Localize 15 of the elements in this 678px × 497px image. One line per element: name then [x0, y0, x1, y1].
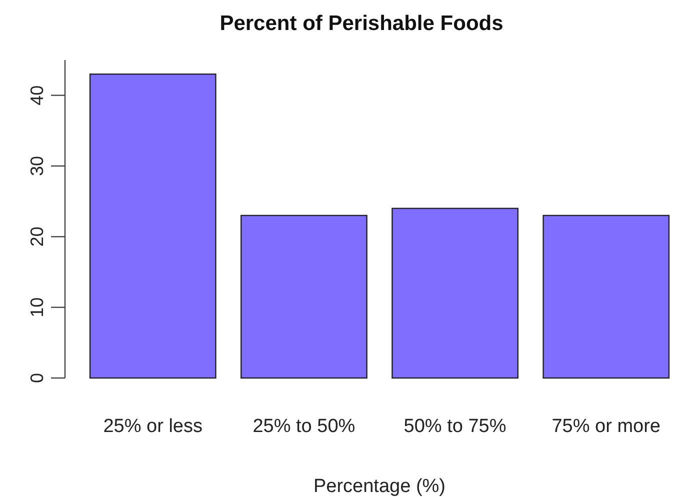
x-tick-label: 50% to 75% — [404, 416, 506, 437]
y-tick-label: 0 — [27, 372, 47, 384]
y-tick-label: 10 — [27, 297, 47, 318]
x-axis-title: Percentage (%) — [313, 476, 446, 497]
x-tick-label: 25% or less — [103, 416, 203, 437]
x-tick-label: 75% or more — [552, 416, 661, 437]
y-tick-label: 30 — [27, 156, 47, 176]
x-tick-label: 25% to 50% — [252, 416, 356, 437]
bar — [542, 214, 670, 379]
bar — [392, 208, 518, 379]
chart-title: Percent of Perishable Foods — [220, 12, 504, 35]
bar — [240, 214, 368, 379]
bar — [89, 74, 216, 379]
y-tick-label: 20 — [27, 226, 47, 247]
y-tick-label: 40 — [27, 85, 47, 106]
